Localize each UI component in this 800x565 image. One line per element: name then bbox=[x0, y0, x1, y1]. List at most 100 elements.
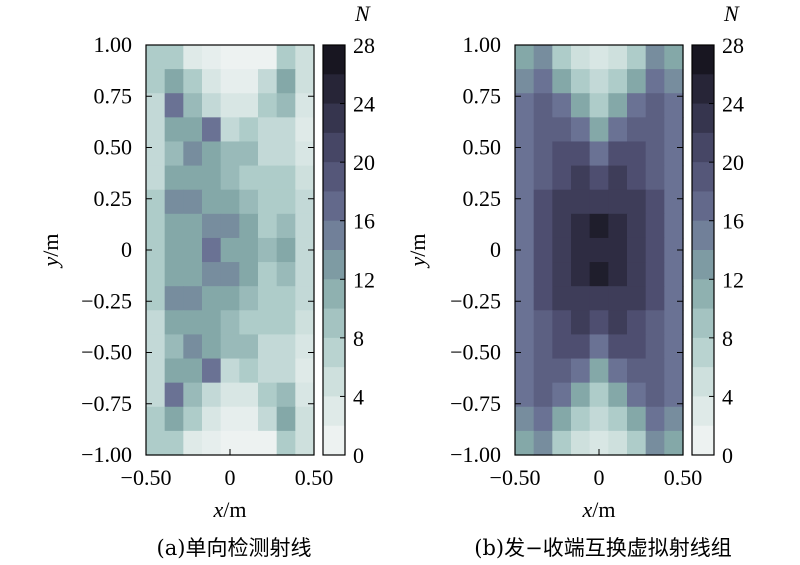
heatmap-cell bbox=[552, 93, 572, 118]
heatmap-cell bbox=[608, 262, 628, 287]
heatmap-cell bbox=[276, 165, 296, 191]
heatmap-cell bbox=[183, 165, 203, 191]
heatmap-cell bbox=[608, 117, 628, 143]
heatmap-cell bbox=[571, 189, 591, 215]
heatmap-cell bbox=[664, 286, 684, 311]
heatmap-cell bbox=[664, 382, 684, 408]
heatmap-cell bbox=[220, 262, 240, 287]
heatmap-cell bbox=[183, 358, 203, 384]
heatmap-cell bbox=[276, 93, 296, 118]
heatmap-cell bbox=[258, 430, 278, 456]
heatmap-cell bbox=[515, 213, 535, 239]
heatmap-cell bbox=[608, 334, 628, 360]
panel-caption-label: (b) bbox=[474, 536, 504, 560]
heatmap-cell bbox=[552, 45, 572, 70]
heatmap-cell bbox=[295, 286, 315, 311]
heatmap-cells bbox=[146, 45, 315, 456]
colorbar-tick-label: 16 bbox=[353, 209, 375, 234]
y-tick-label: −1.00 bbox=[81, 442, 132, 467]
colorbar-tick-label: 20 bbox=[353, 150, 375, 175]
heatmap-cell bbox=[202, 382, 222, 408]
heatmap-cell bbox=[645, 334, 665, 360]
heatmap-cell bbox=[571, 45, 591, 70]
heatmap-cell bbox=[146, 358, 166, 384]
heatmap-cell bbox=[608, 213, 628, 239]
heatmap-cell bbox=[183, 93, 203, 118]
heatmap-cell bbox=[146, 430, 166, 456]
heatmap-cell bbox=[239, 310, 259, 336]
heatmap-cell bbox=[220, 358, 240, 384]
heatmap-cell bbox=[295, 430, 315, 456]
heatmap-cell bbox=[571, 237, 591, 263]
heatmap-cell bbox=[571, 286, 591, 311]
x-axis-unit: /m bbox=[592, 497, 615, 522]
heatmap-cell bbox=[146, 406, 166, 432]
heatmap-cell bbox=[276, 117, 296, 143]
heatmap-cell bbox=[571, 213, 591, 239]
heatmap-cell bbox=[664, 165, 684, 191]
heatmap-cell bbox=[220, 93, 240, 118]
heatmap-cell bbox=[552, 237, 572, 263]
x-tick-label: 0 bbox=[225, 465, 236, 490]
heatmap-cell bbox=[146, 213, 166, 239]
heatmap-cell bbox=[589, 358, 609, 384]
heatmap-cell bbox=[664, 237, 684, 263]
heatmap-cell bbox=[552, 213, 572, 239]
heatmap-cell bbox=[164, 286, 184, 311]
x-tick-label: −0.50 bbox=[490, 465, 541, 490]
heatmap-cell bbox=[645, 262, 665, 287]
heatmap-cell bbox=[515, 286, 535, 311]
heatmap-cell bbox=[183, 117, 203, 143]
heatmap-cell bbox=[183, 406, 203, 432]
heatmap-cell bbox=[533, 117, 553, 143]
y-tick-label: 0.75 bbox=[463, 83, 502, 108]
y-tick-label: 0.75 bbox=[94, 83, 133, 108]
heatmap-cell bbox=[571, 69, 591, 94]
x-axis-unit: /m bbox=[223, 497, 246, 522]
heatmap-cell bbox=[183, 286, 203, 311]
heatmap-cell bbox=[589, 237, 609, 263]
heatmap-cell bbox=[295, 237, 315, 263]
heatmap-cell bbox=[202, 213, 222, 239]
heatmap-cell bbox=[183, 69, 203, 94]
heatmap-cell bbox=[258, 406, 278, 432]
heatmap-cell bbox=[239, 69, 259, 94]
heatmap-cell bbox=[295, 406, 315, 432]
heatmap-cell bbox=[533, 430, 553, 456]
heatmap-cell bbox=[295, 382, 315, 408]
heatmap-cell bbox=[202, 189, 222, 215]
heatmap-cell bbox=[295, 334, 315, 360]
y-tick-label: −0.25 bbox=[450, 288, 501, 313]
heatmap-cell bbox=[552, 69, 572, 94]
heatmap-cell bbox=[627, 406, 647, 432]
heatmap-cell bbox=[608, 286, 628, 311]
heatmap-cell bbox=[164, 141, 184, 167]
heatmap-cell bbox=[571, 141, 591, 167]
heatmap-cell bbox=[258, 213, 278, 239]
heatmap-cell bbox=[533, 406, 553, 432]
heatmap-cell bbox=[589, 69, 609, 94]
heatmap-cell bbox=[589, 262, 609, 287]
heatmap-cell bbox=[164, 382, 184, 408]
heatmap-cell bbox=[515, 117, 535, 143]
colorbar-segment bbox=[692, 396, 714, 427]
panel-b: 1.000.750.500.250−0.25−0.50−0.75−1.00−0.… bbox=[405, 1, 744, 560]
heatmap-cell bbox=[608, 310, 628, 336]
heatmap-cell bbox=[202, 334, 222, 360]
heatmap-cell bbox=[295, 189, 315, 215]
heatmap-cell bbox=[608, 358, 628, 384]
colorbar-segment bbox=[692, 220, 714, 251]
heatmap-cell bbox=[515, 141, 535, 167]
heatmap-cell bbox=[239, 286, 259, 311]
heatmap-cell bbox=[589, 45, 609, 70]
heatmap-cell bbox=[627, 237, 647, 263]
y-axis-unit: /m bbox=[38, 234, 63, 257]
heatmap-cell bbox=[552, 165, 572, 191]
heatmap-cell bbox=[589, 406, 609, 432]
heatmap-cell bbox=[276, 69, 296, 94]
heatmap-cell bbox=[183, 237, 203, 263]
heatmap-cell bbox=[202, 430, 222, 456]
colorbar-tick-label: 8 bbox=[353, 326, 364, 351]
heatmap-cell bbox=[146, 141, 166, 167]
